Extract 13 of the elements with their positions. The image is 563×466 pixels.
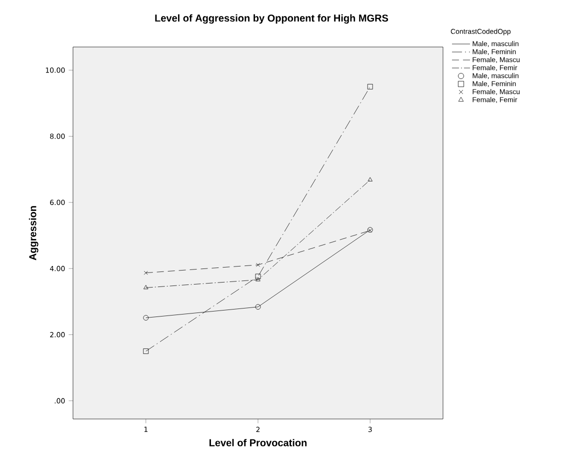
point [255,274,261,280]
point [255,304,261,310]
point [144,285,148,290]
point [367,84,373,90]
point [143,315,149,321]
chart-title: Level of Aggression by Opponent for High MGRS [155,14,388,24]
point [256,262,260,267]
point [256,277,260,282]
point [368,177,372,182]
y-axis-title: Aggression [28,206,38,260]
point [143,348,149,354]
x-axis-title: Level of Provocation [209,438,307,446]
point [144,270,148,275]
